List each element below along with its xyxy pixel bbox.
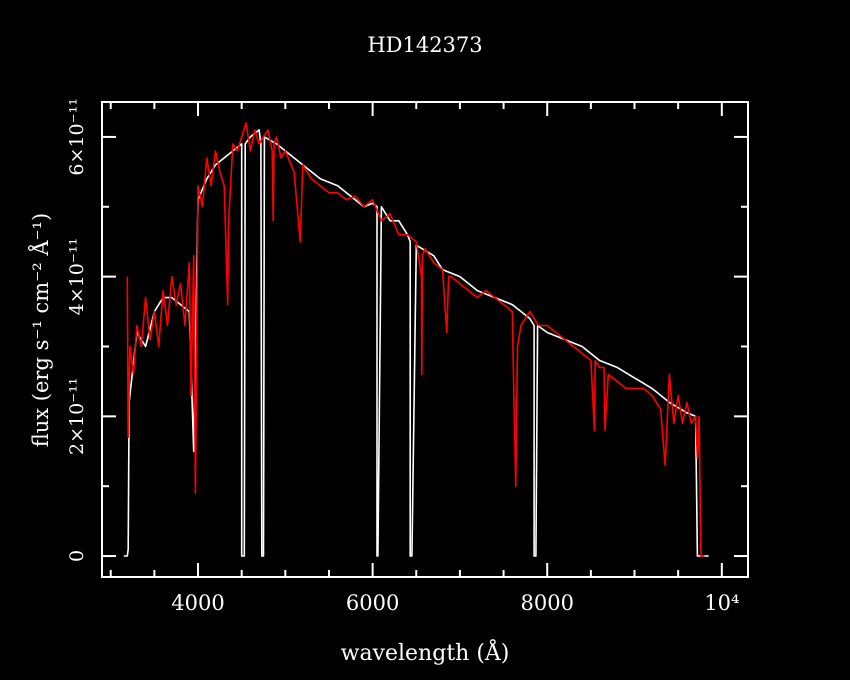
y-tick-label: 6×10⁻¹¹ [66, 98, 88, 175]
plot-frame [101, 101, 749, 578]
x-axis-label: wavelength (Å) [341, 638, 510, 666]
spectrum-series-1 [123, 129, 709, 557]
spectrum-series-2 [126, 122, 705, 557]
y-tick-label: 4×10⁻¹¹ [66, 238, 88, 315]
y-axis-ticks: 0 2×10⁻¹¹ 4×10⁻¹¹ 6×10⁻¹¹ [66, 98, 748, 562]
y-tick-label: 0 [66, 550, 88, 562]
x-tick-label: 10⁴ [704, 591, 739, 615]
chart-title: HD142373 [367, 33, 482, 57]
x-tick-label: 6000 [346, 591, 399, 615]
y-tick-label: 2×10⁻¹¹ [66, 378, 88, 455]
x-tick-label: 8000 [520, 591, 573, 615]
y-axis-label: flux (erg s⁻¹ cm⁻² Å⁻¹) [28, 213, 53, 448]
x-axis-ticks: 4000 6000 8000 10⁴ [109, 102, 739, 615]
series-group [123, 122, 709, 557]
x-tick-label: 4000 [171, 591, 224, 615]
